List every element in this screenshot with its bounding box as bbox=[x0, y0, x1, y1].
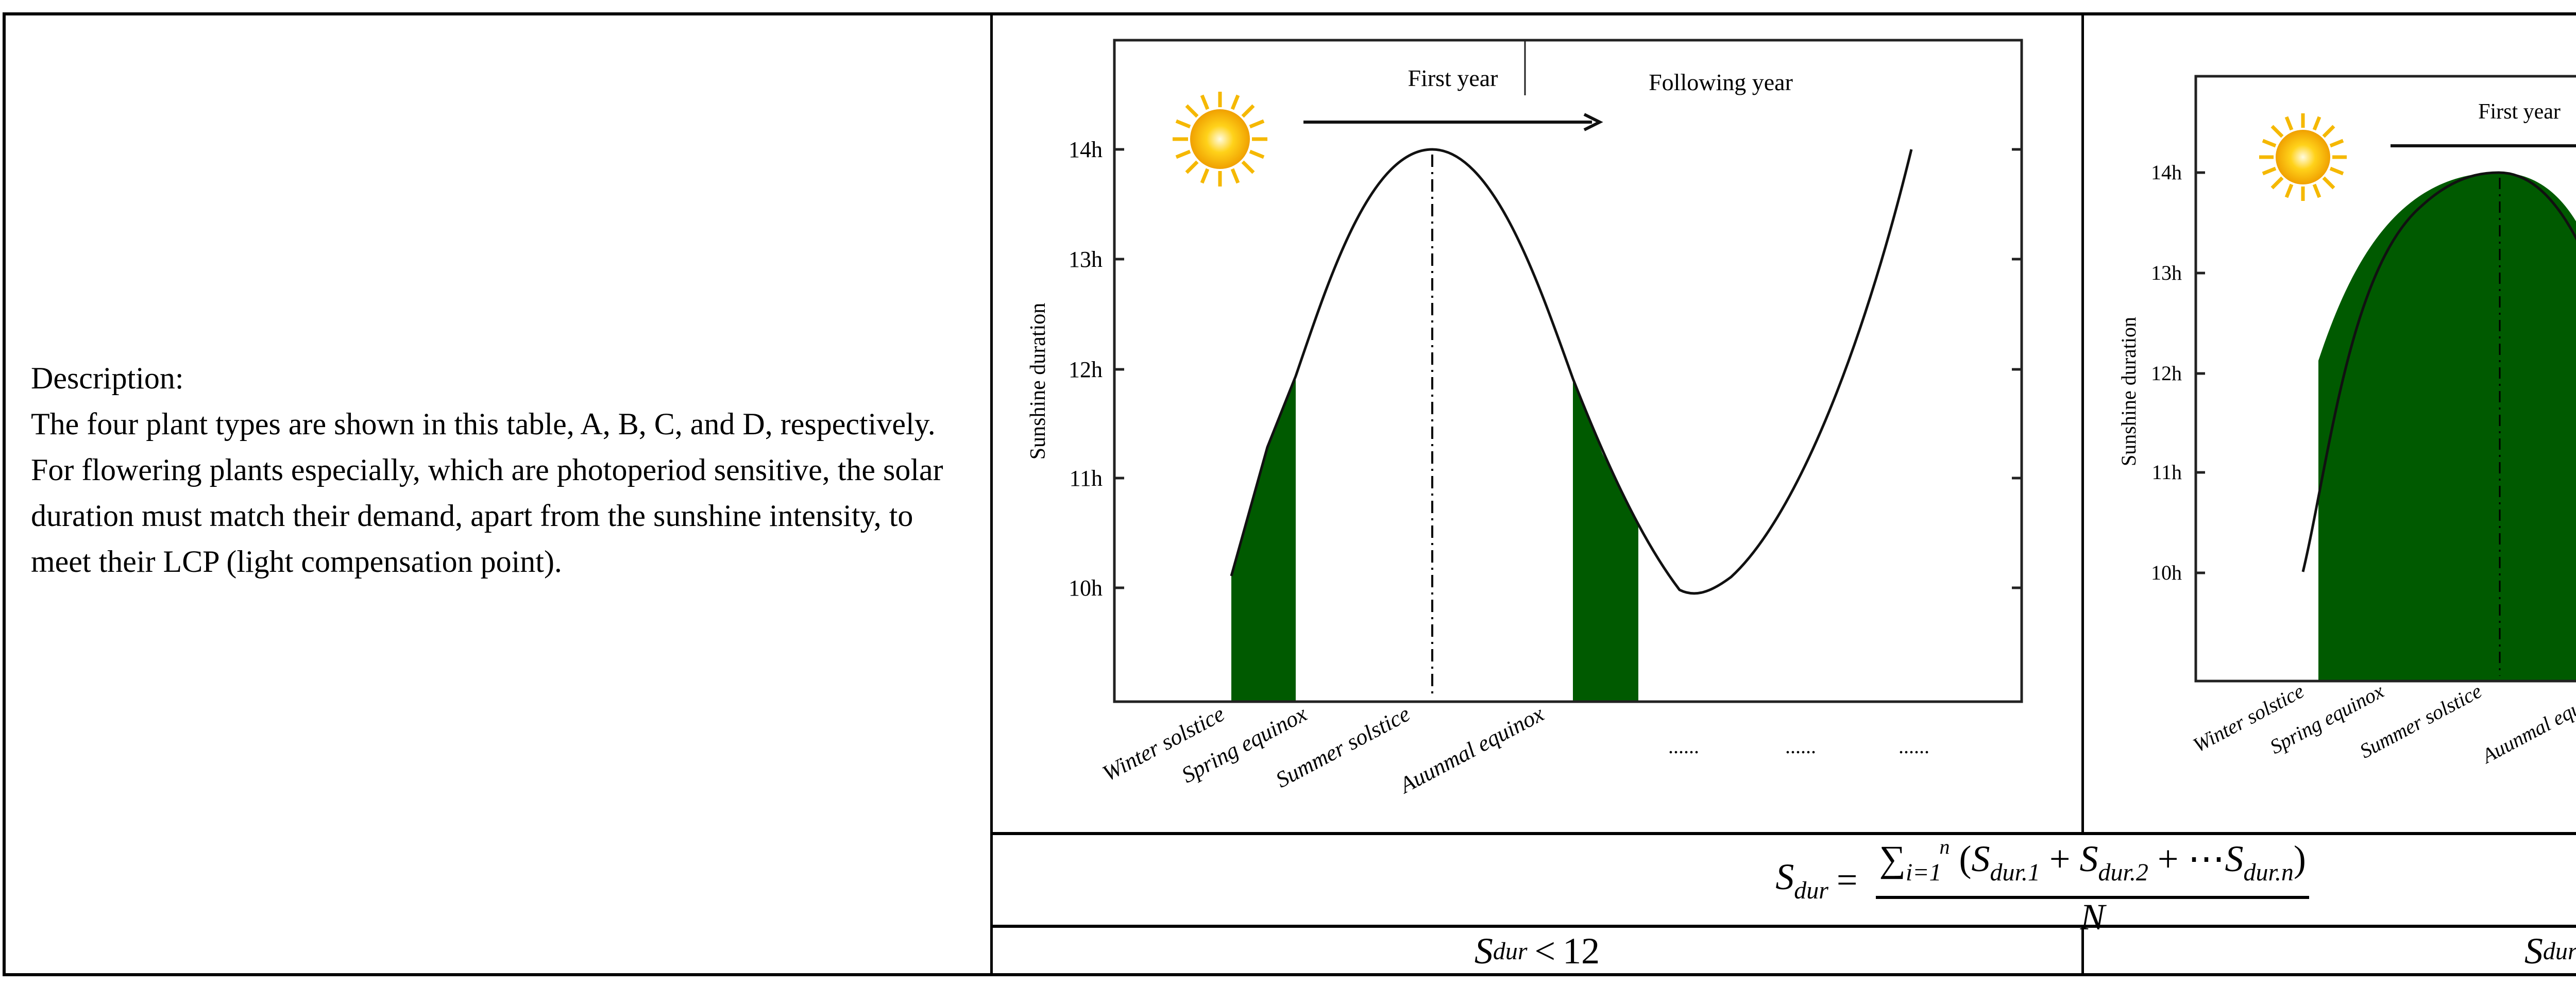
header-first-year: First year bbox=[2478, 100, 2561, 124]
formula-plus: + bbox=[2157, 838, 2179, 879]
condition-sub: dur bbox=[1493, 937, 1528, 965]
layout-table bbox=[3, 12, 2576, 976]
x-tick-labels: Winter solstice Spring equinox Summer so… bbox=[2189, 679, 2576, 768]
y-tick-11h: 11h bbox=[1070, 466, 1103, 491]
condition-ge12: Sdur ≥ 12 bbox=[2084, 928, 2576, 974]
ellipsis: ...... bbox=[1668, 735, 1699, 758]
x-tick-autumnal-equinox: Auunmal equinox bbox=[1394, 701, 1548, 799]
y-axis-label: Sunshine duration bbox=[2117, 317, 2140, 466]
x-tick-ellipses: ...... ...... ...... bbox=[1668, 735, 1929, 758]
formula-dots: ⋯ bbox=[2188, 838, 2225, 879]
condition-operator: < bbox=[1534, 930, 1556, 972]
formula-numerator: ∑i=1n (Sdur.1 + Sdur.2 + ⋯Sdur.n) bbox=[1876, 825, 2309, 899]
chart-lt12: First year Following year 14h 13h 12h 11… bbox=[1026, 39, 2023, 799]
plot-frame bbox=[2194, 75, 2576, 683]
column-divider-2 bbox=[2081, 12, 2084, 834]
formula-term-n-sub: dur.n bbox=[2243, 859, 2294, 886]
y-ticks bbox=[1114, 148, 2022, 589]
formula-sdur: Sdur = ∑i=1n (Sdur.1 + Sdur.2 + ⋯Sdur.n)… bbox=[995, 835, 2576, 936]
y-axis-label: Sunshine duration bbox=[1026, 303, 1050, 460]
y-tick-13h: 13h bbox=[2151, 261, 2182, 284]
formula-plus: + bbox=[2049, 838, 2071, 879]
y-tick-13h: 13h bbox=[1069, 247, 1103, 272]
sun-icon bbox=[2259, 113, 2347, 201]
formula-equals: = bbox=[1836, 859, 1858, 901]
plot-frame bbox=[1113, 39, 2023, 703]
shaded-region-autumn bbox=[1573, 379, 1638, 702]
y-tick-12h: 12h bbox=[2151, 362, 2182, 385]
y-tick-14h: 14h bbox=[1069, 137, 1103, 162]
row-divider-formula-top bbox=[990, 832, 2576, 835]
condition-symbol: S bbox=[2524, 930, 2543, 972]
formula-sigma-sup: n bbox=[1939, 835, 1950, 858]
condition-symbol: S bbox=[1474, 930, 1493, 972]
formula-denominator: N bbox=[2080, 896, 2105, 938]
description-body: The four plant types are shown in this t… bbox=[31, 407, 943, 579]
formula-paren: ) bbox=[2293, 838, 2306, 879]
y-tick-12h: 12h bbox=[1069, 357, 1103, 382]
sunshine-curve bbox=[2301, 171, 2576, 572]
shaded-region-summer bbox=[2318, 173, 2576, 681]
row-divider-condition-top bbox=[990, 925, 2576, 928]
y-tick-14h: 14h bbox=[2151, 161, 2182, 184]
x-tick-labels: Winter solstice Spring equinox Summer so… bbox=[1098, 701, 1548, 799]
formula-sigma: ∑ bbox=[1879, 838, 1906, 879]
sunshine-curve bbox=[1230, 148, 1913, 595]
arrow-right-icon bbox=[1303, 113, 1603, 131]
shaded-region-spring bbox=[1231, 376, 1296, 702]
header-following-year: Following year bbox=[1649, 69, 1793, 95]
formula-term-1: S bbox=[1971, 838, 1990, 879]
y-tick-labels: 14h 13h 12h 11h 10h bbox=[2151, 161, 2182, 584]
y-ticks bbox=[2196, 171, 2205, 574]
x-tick-autumnal-equinox: Auunmal equinox bbox=[2477, 679, 2576, 768]
column-divider-3 bbox=[2081, 926, 2084, 976]
formula-term-n: S bbox=[2225, 838, 2244, 879]
y-tick-10h: 10h bbox=[1069, 575, 1103, 601]
description-heading: Description: bbox=[31, 361, 184, 395]
y-tick-11h: 11h bbox=[2151, 461, 2182, 484]
chart-ge12: First year Following year 14h 13h 12h 11… bbox=[2117, 75, 2576, 768]
y-tick-10h: 10h bbox=[2151, 561, 2182, 584]
description-cell: Description: The four plant types are sh… bbox=[31, 355, 979, 585]
formula-fraction: ∑i=1n (Sdur.1 + Sdur.2 + ⋯Sdur.n) N bbox=[1876, 825, 2309, 938]
formula-sigma-sub: i=1 bbox=[1905, 859, 1942, 886]
ellipsis: ...... bbox=[1785, 735, 1816, 758]
formula-lhs: Sdur bbox=[1775, 856, 1828, 905]
y-tick-labels: 14h 13h 12h 11h 10h bbox=[1069, 137, 1103, 601]
formula-term-2: S bbox=[2079, 838, 2098, 879]
formula-lhs-sub: dur bbox=[1794, 876, 1828, 904]
condition-value: 12 bbox=[1563, 930, 1600, 972]
arrow-right-icon bbox=[2391, 144, 2576, 147]
ellipsis: ...... bbox=[1899, 735, 1929, 758]
formula-lhs-symbol: S bbox=[1775, 856, 1794, 897]
formula-term-2-sub: dur.2 bbox=[2098, 859, 2148, 886]
sun-icon bbox=[1173, 92, 1267, 186]
condition-sub: dur bbox=[2543, 937, 2576, 965]
column-divider-1 bbox=[990, 12, 993, 976]
formula-term-1-sub: dur.1 bbox=[1990, 859, 2040, 886]
header-first-year: First year bbox=[1408, 65, 1498, 91]
formula-paren: ( bbox=[1959, 838, 1972, 879]
